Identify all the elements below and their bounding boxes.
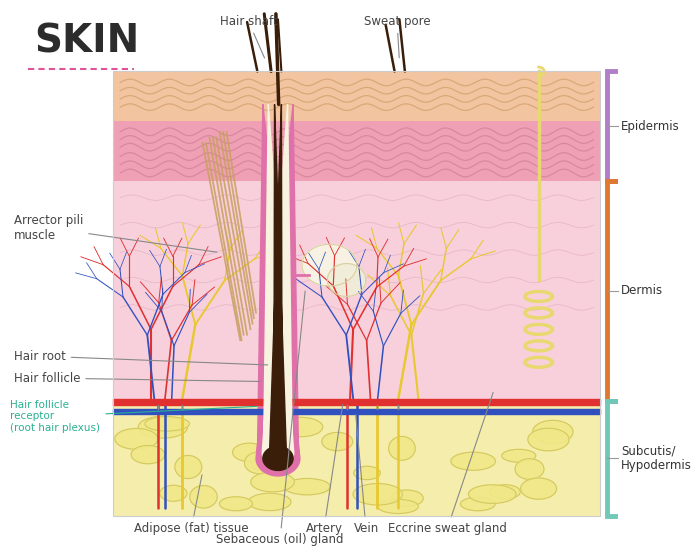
Ellipse shape: [389, 436, 415, 460]
Text: Arrector pili
muscle: Arrector pili muscle: [14, 214, 217, 252]
Ellipse shape: [322, 432, 353, 451]
Ellipse shape: [451, 452, 496, 470]
Text: Sweat pore: Sweat pore: [364, 15, 430, 58]
Ellipse shape: [521, 478, 556, 499]
Polygon shape: [256, 104, 300, 476]
Ellipse shape: [145, 417, 190, 431]
Ellipse shape: [279, 417, 323, 437]
Text: Hair root: Hair root: [14, 349, 267, 365]
Text: Hair follicle: Hair follicle: [14, 371, 260, 385]
Text: Subcutis/
Hypodermis: Subcutis/ Hypodermis: [621, 445, 692, 472]
Ellipse shape: [251, 472, 295, 492]
Ellipse shape: [528, 428, 569, 451]
Ellipse shape: [190, 486, 217, 508]
Ellipse shape: [131, 446, 164, 464]
Bar: [113, 72, 601, 121]
Polygon shape: [270, 104, 286, 454]
Text: Vein: Vein: [354, 414, 379, 535]
Polygon shape: [302, 244, 357, 286]
Bar: [113, 401, 601, 516]
Ellipse shape: [468, 485, 516, 503]
Ellipse shape: [219, 497, 253, 511]
Ellipse shape: [115, 428, 158, 449]
Text: SKIN: SKIN: [34, 22, 140, 60]
Ellipse shape: [244, 452, 274, 474]
Text: Hair shaft: Hair shaft: [220, 15, 277, 58]
Polygon shape: [328, 264, 366, 296]
Ellipse shape: [284, 478, 330, 495]
Text: Sebaceous (oil) gland: Sebaceous (oil) gland: [216, 291, 344, 547]
Polygon shape: [263, 446, 293, 470]
Text: Adipose (fat) tissue: Adipose (fat) tissue: [134, 475, 248, 535]
Ellipse shape: [160, 486, 187, 501]
Polygon shape: [262, 104, 294, 465]
Ellipse shape: [139, 416, 188, 438]
Text: Artery: Artery: [305, 404, 343, 535]
Text: Hair follicle
receptor
(root hair plexus): Hair follicle receptor (root hair plexus…: [10, 400, 257, 433]
Ellipse shape: [248, 493, 291, 511]
Ellipse shape: [232, 443, 266, 461]
Ellipse shape: [354, 466, 380, 480]
Ellipse shape: [378, 500, 419, 514]
Text: Epidermis: Epidermis: [621, 120, 680, 133]
Ellipse shape: [490, 485, 520, 499]
Text: Dermis: Dermis: [621, 284, 663, 297]
Bar: [113, 72, 601, 516]
Ellipse shape: [251, 456, 288, 472]
Ellipse shape: [515, 459, 544, 479]
Ellipse shape: [390, 490, 424, 506]
Ellipse shape: [353, 483, 402, 505]
Ellipse shape: [461, 497, 495, 511]
Ellipse shape: [502, 449, 536, 462]
Bar: [113, 121, 601, 181]
Bar: [113, 181, 601, 401]
Ellipse shape: [175, 455, 202, 479]
Text: Eccrine sweat gland: Eccrine sweat gland: [388, 393, 507, 535]
Ellipse shape: [533, 421, 573, 444]
